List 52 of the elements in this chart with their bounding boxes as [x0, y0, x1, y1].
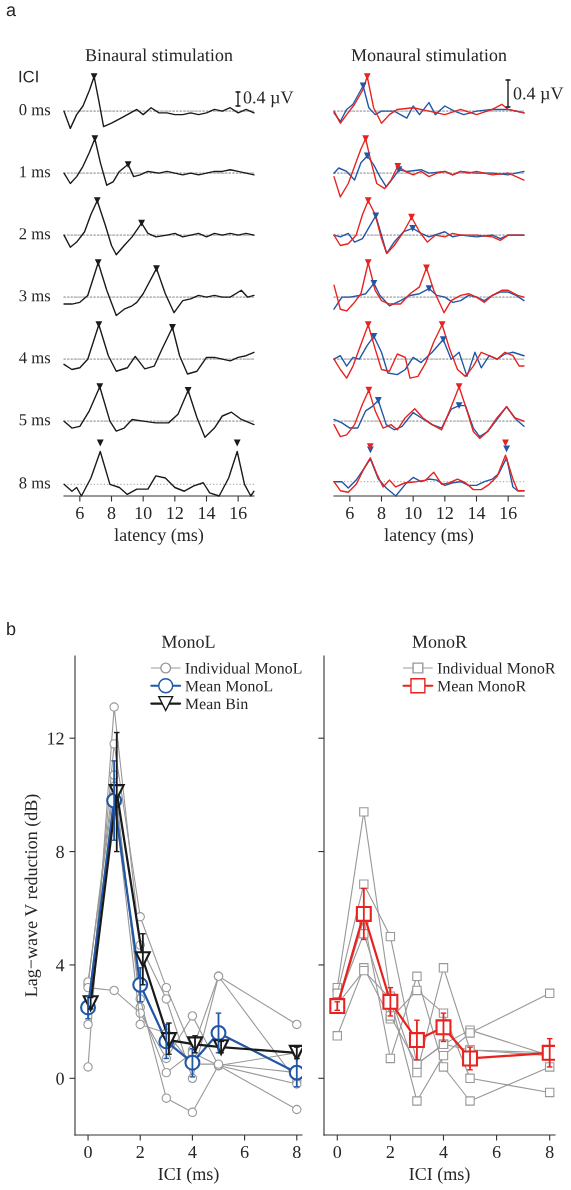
x-axis-title: latency (ms): [114, 528, 204, 545]
x-tick-label: 8: [292, 1145, 301, 1159]
x-tick-label: 14: [199, 507, 216, 519]
x-tick-label: 8: [107, 506, 116, 520]
x-axis-title: latency (ms): [384, 528, 474, 545]
text: ICI: [19, 70, 38, 83]
x-tick-label: 10: [135, 506, 152, 520]
y-axis-title: 1 ms: [20, 166, 51, 178]
y-axis-title: 3 ms: [19, 290, 51, 302]
x-axis-title: ICI (ms): [409, 1167, 470, 1184]
x-axis-title: ICI (ms): [158, 1167, 219, 1184]
chart-title: Binaural stimulation: [85, 48, 233, 62]
x-tick-label: 8: [545, 1145, 554, 1159]
y-axis-title: Lag−wave V reduction (dB): [24, 794, 41, 997]
y-axis-title: 4 ms: [19, 352, 51, 364]
x-tick-label: 6: [76, 506, 84, 520]
y-axis-title: 8 ms: [19, 477, 51, 489]
y-axis-title: 2 ms: [19, 228, 51, 240]
legend-label: Mean MonoL: [185, 680, 273, 692]
x-tick-label: 6: [346, 506, 354, 520]
text: b: [7, 622, 16, 636]
x-tick-label: 16: [500, 506, 517, 520]
x-tick-label: 2: [386, 1145, 394, 1158]
x-tick-label: 16: [230, 506, 247, 520]
annotation: 0.4 µV: [513, 87, 564, 104]
x-tick-label: 6: [492, 1145, 501, 1159]
chart-title: MonoL: [161, 635, 215, 648]
legend-label: Mean Bin: [185, 698, 249, 710]
x-tick-label: 0: [333, 1145, 342, 1159]
y-tick-label: 4: [55, 959, 65, 972]
text: a: [6, 6, 17, 17]
y-tick-label: 0: [56, 1072, 64, 1085]
x-tick-label: 4: [188, 1146, 197, 1158]
x-tick-label: 2: [136, 1145, 144, 1158]
x-tick-label: 14: [469, 507, 486, 519]
legend-label: Individual MonoR: [437, 662, 556, 674]
x-tick-label: 12: [167, 506, 183, 519]
annotation: 0.4 µV: [243, 91, 294, 108]
chart-title: MonoR: [412, 635, 468, 648]
x-tick-label: 4: [439, 1146, 448, 1158]
legend-label: Individual MonoL: [185, 662, 302, 674]
x-tick-label: 0: [84, 1145, 92, 1159]
x-tick-label: 10: [405, 506, 422, 520]
x-tick-label: 8: [377, 506, 386, 520]
chart-title: Monaural stimulation: [351, 48, 507, 62]
x-tick-label: 12: [437, 506, 453, 519]
x-tick-label: 6: [240, 1145, 249, 1159]
y-axis-title: 0 ms: [19, 104, 51, 116]
y-tick-label: 12: [48, 732, 64, 745]
y-axis-title: 5 ms: [19, 414, 51, 426]
y-tick-label: 8: [56, 845, 64, 859]
legend-label: Mean MonoR: [437, 680, 527, 692]
